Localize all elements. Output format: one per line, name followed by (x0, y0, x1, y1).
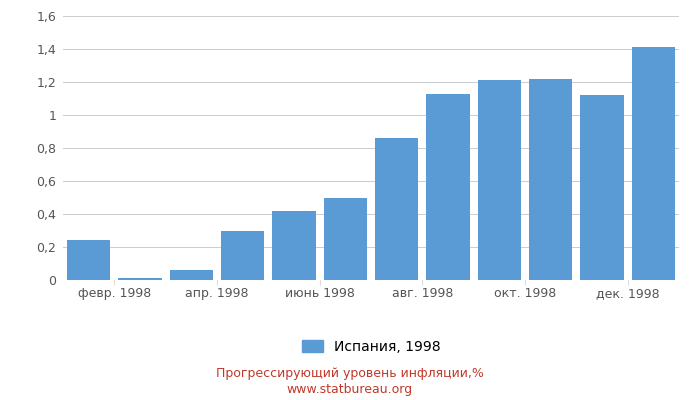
Bar (426, 94, 470, 280)
Bar (221, 230, 265, 280)
Bar (631, 47, 675, 280)
Bar (272, 211, 316, 280)
Bar (66, 240, 111, 280)
Legend: Испания, 1998: Испания, 1998 (296, 334, 446, 360)
Bar (477, 80, 521, 280)
Bar (375, 138, 419, 280)
Bar (580, 95, 624, 280)
Bar (323, 198, 367, 280)
Text: www.statbureau.org: www.statbureau.org (287, 384, 413, 396)
Bar (169, 270, 213, 280)
Bar (528, 79, 573, 280)
Bar (118, 278, 162, 280)
Text: Прогрессирующий уровень инфляции,%: Прогрессирующий уровень инфляции,% (216, 368, 484, 380)
